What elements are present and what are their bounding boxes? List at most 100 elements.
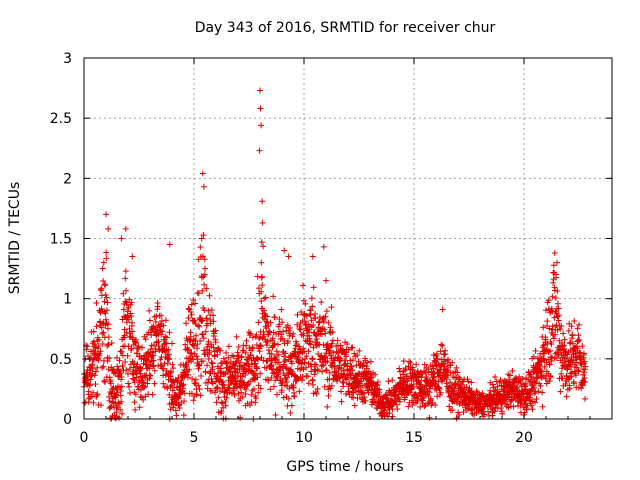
data-point [325, 392, 332, 399]
data-point [120, 290, 127, 297]
data-point [554, 326, 561, 333]
data-point [559, 375, 566, 382]
data-point [307, 312, 314, 319]
data-point [90, 389, 97, 396]
data-point [481, 411, 488, 418]
data-point [489, 381, 496, 388]
data-point [164, 385, 171, 392]
data-point [194, 341, 201, 348]
data-point [102, 310, 109, 317]
data-point [340, 379, 347, 386]
data-point [141, 383, 148, 390]
data-point [550, 262, 557, 269]
data-point [103, 294, 110, 301]
data-point [197, 392, 204, 399]
data-point [546, 325, 553, 332]
data-point [190, 296, 197, 303]
data-point [355, 358, 362, 365]
data-point [555, 312, 562, 319]
data-point [193, 391, 200, 398]
data-point [582, 363, 589, 370]
data-point [303, 353, 310, 360]
data-point [359, 382, 366, 389]
data-point [234, 352, 241, 359]
data-point [308, 295, 315, 302]
data-point [531, 384, 538, 391]
data-point [554, 313, 561, 320]
data-point [212, 339, 219, 346]
data-point [98, 324, 105, 331]
chart-title: Day 343 of 2016, SRMTID for receiver chu… [195, 20, 496, 36]
data-point [158, 331, 165, 338]
data-point [197, 337, 204, 344]
data-point [158, 312, 165, 319]
data-point [323, 277, 329, 284]
data-point [532, 380, 539, 387]
data-point [114, 389, 121, 396]
data-point [160, 380, 167, 387]
data-point [108, 390, 115, 397]
data-point [198, 235, 205, 242]
data-point [282, 364, 289, 371]
data-point [188, 309, 195, 316]
data-point [267, 319, 274, 326]
data-point [372, 371, 379, 378]
data-point [219, 378, 226, 385]
data-point [270, 383, 277, 390]
data-point [571, 318, 578, 325]
data-point [137, 364, 144, 371]
data-point [193, 353, 200, 360]
data-point [261, 295, 268, 302]
data-point [102, 282, 109, 289]
data-point [432, 402, 439, 409]
data-point [249, 344, 256, 351]
data-point [242, 372, 249, 379]
data-point [186, 306, 193, 313]
data-point [83, 369, 90, 376]
data-point [567, 339, 574, 346]
data-point [210, 318, 217, 325]
data-point [309, 356, 316, 363]
data-point [103, 249, 110, 256]
data-point [581, 358, 588, 365]
data-point [287, 410, 294, 417]
data-point [360, 398, 367, 405]
data-point [242, 386, 249, 393]
data-point [257, 370, 264, 377]
data-point [301, 318, 308, 325]
data-point [573, 364, 580, 371]
data-point [581, 369, 588, 376]
data-point [100, 329, 107, 336]
data-point [166, 241, 173, 248]
data-point [446, 403, 453, 410]
data-point [348, 370, 355, 377]
data-point [405, 403, 412, 410]
data-point [580, 350, 587, 357]
data-point [463, 384, 470, 391]
data-point [101, 281, 108, 288]
data-point [231, 365, 238, 372]
data-point [195, 365, 202, 372]
data-point [539, 403, 546, 410]
x-tick-label: 5 [190, 430, 199, 446]
data-point [327, 344, 334, 351]
data-point [575, 368, 582, 375]
data-point [274, 341, 281, 348]
data-point [576, 336, 583, 343]
data-point [166, 356, 173, 363]
data-point [569, 331, 576, 338]
data-point [574, 325, 581, 332]
data-point [257, 342, 264, 349]
data-point [326, 369, 333, 376]
x-tick-label: 20 [515, 430, 533, 446]
data-point [98, 285, 105, 292]
data-point [343, 374, 350, 381]
data-point [521, 409, 528, 416]
data-point [200, 231, 207, 238]
data-point [188, 350, 195, 356]
data-point [256, 348, 263, 355]
data-point [198, 372, 205, 379]
data-point [276, 359, 283, 366]
data-point [167, 373, 174, 380]
data-point [421, 361, 428, 368]
